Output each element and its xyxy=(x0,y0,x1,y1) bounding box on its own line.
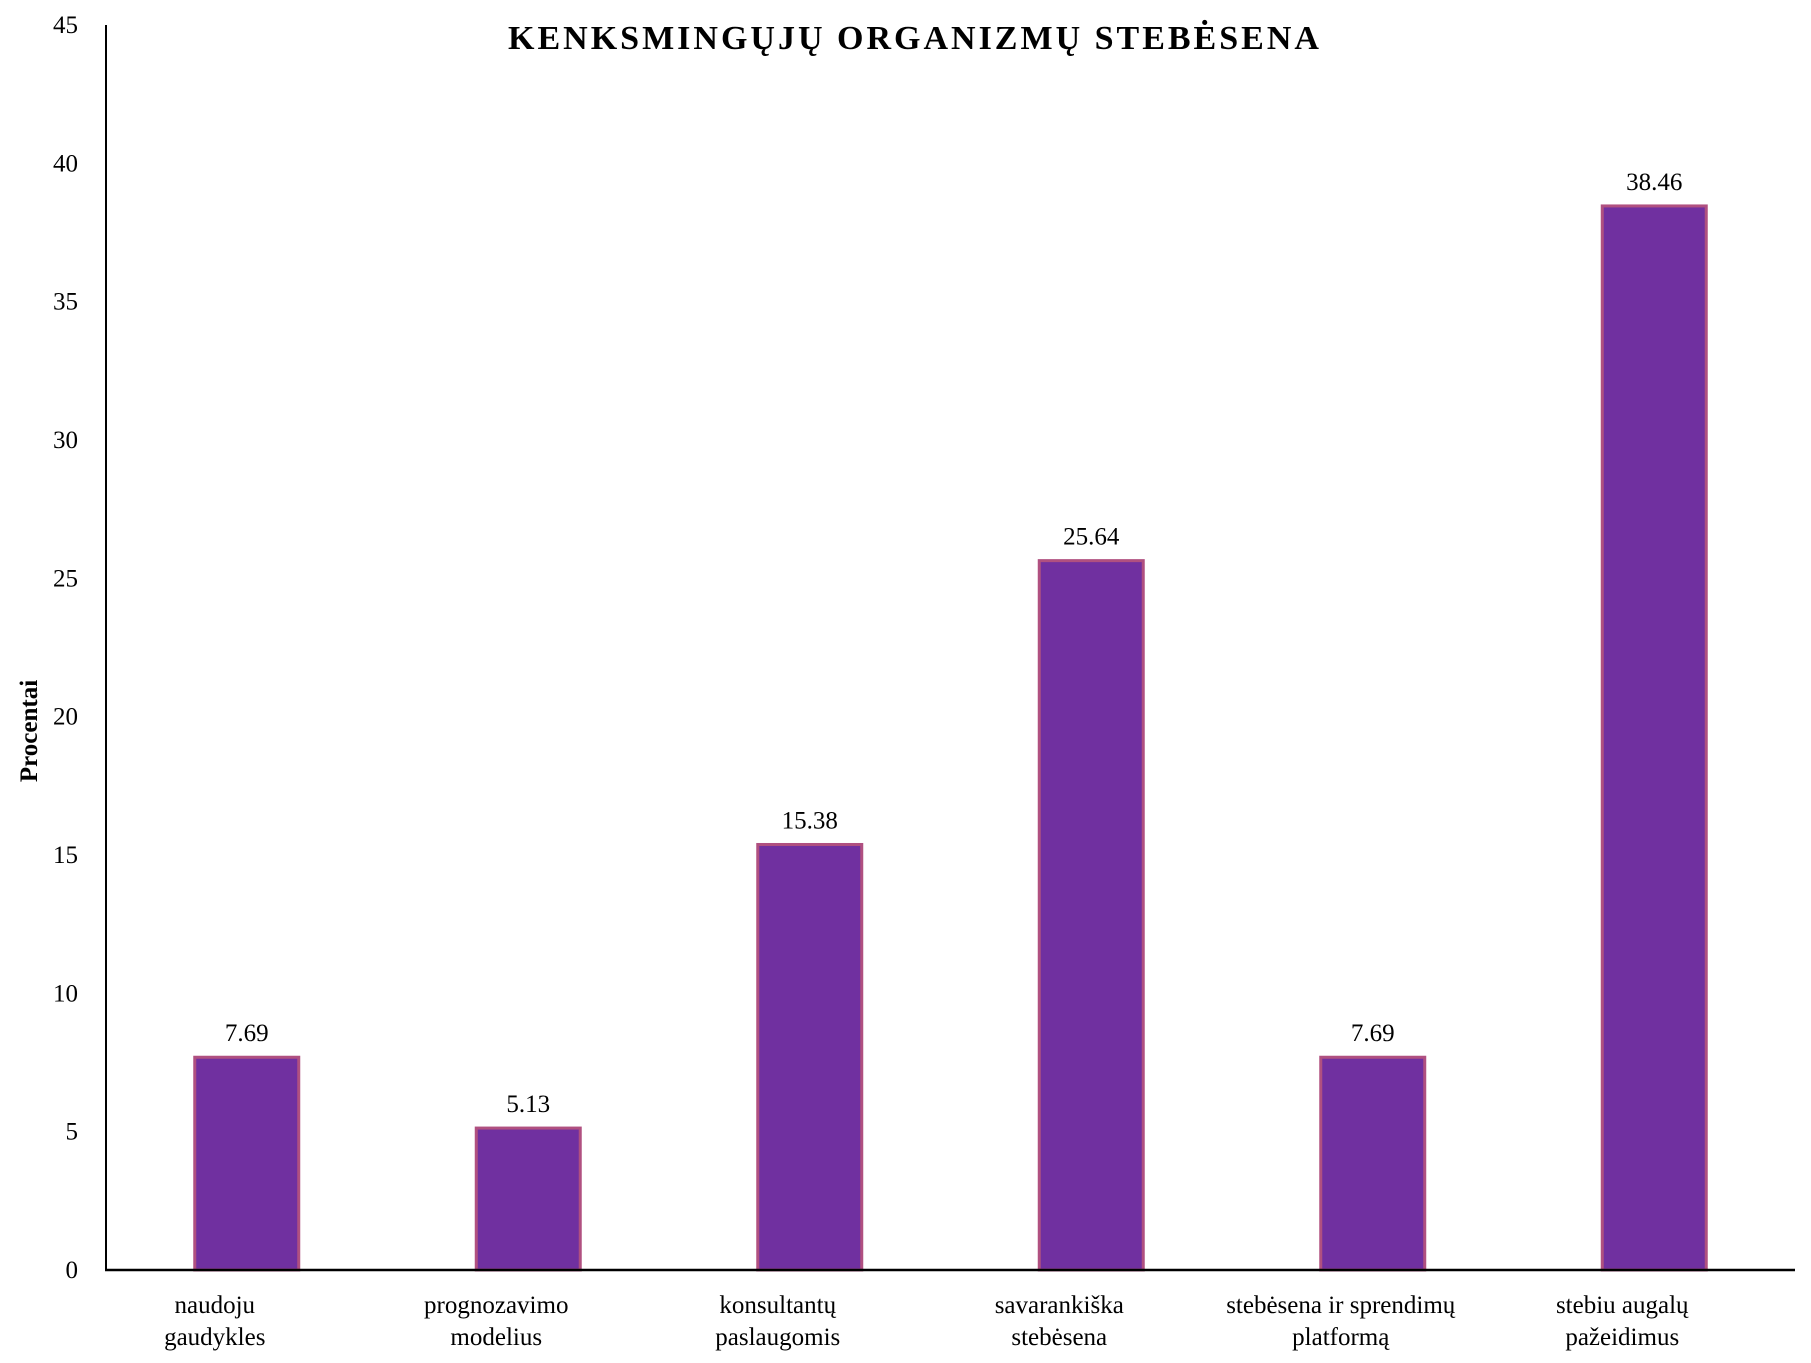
bar xyxy=(756,842,864,1272)
y-axis-label: Procentai xyxy=(16,680,43,782)
y-tick-label: 5 xyxy=(66,1119,79,1146)
x-tick-label: prognozavimo xyxy=(424,1292,568,1319)
y-tick-label: 30 xyxy=(53,427,78,454)
x-tick-label: stebėsena xyxy=(1011,1324,1107,1351)
x-tick-label: savarankiška xyxy=(995,1292,1124,1319)
x-tick-label: platformą xyxy=(1292,1324,1390,1351)
data-labels: 7.69 5.13 15.38 25.64 7.69 38.46 xyxy=(225,169,1683,1118)
y-tick-label: 40 xyxy=(53,150,78,177)
bar xyxy=(1319,1055,1427,1272)
x-axis-category-labels: naudoju gaudykles prognozavimo modelius kons… xyxy=(164,1292,1689,1351)
data-label: 7.69 xyxy=(1351,1020,1395,1047)
x-tick-label: modelius xyxy=(450,1324,542,1351)
x-tick-label: naudoju xyxy=(174,1292,255,1319)
y-tick-label: 20 xyxy=(53,704,78,731)
y-axis-ticks: 0 5 10 15 20 25 30 35 40 45 xyxy=(53,12,78,1284)
data-label: 7.69 xyxy=(225,1020,269,1047)
y-tick-label: 25 xyxy=(53,565,78,592)
chart-title: KENKSMINGŲJŲ ORGANIZMŲ STEBĖSENA xyxy=(508,19,1322,57)
y-tick-label: 35 xyxy=(53,289,78,316)
data-label: 5.13 xyxy=(506,1091,550,1118)
x-tick-label: konsultantų xyxy=(719,1292,836,1319)
bar xyxy=(474,1126,582,1272)
y-tick-label: 15 xyxy=(53,842,78,869)
x-tick-label: stebėsena ir sprendimų xyxy=(1226,1292,1456,1319)
bar xyxy=(1600,204,1708,1272)
bars xyxy=(193,204,1708,1272)
bar xyxy=(1037,559,1145,1272)
data-label: 15.38 xyxy=(782,807,838,834)
y-tick-label: 10 xyxy=(53,980,78,1007)
bar xyxy=(193,1055,301,1272)
y-tick-label: 45 xyxy=(53,12,78,39)
x-tick-label: pažeidimus xyxy=(1565,1324,1679,1351)
x-tick-label: stebiu augalų xyxy=(1556,1292,1689,1319)
x-tick-label: gaudykles xyxy=(164,1324,265,1351)
data-label: 25.64 xyxy=(1063,524,1120,551)
y-tick-label: 0 xyxy=(66,1257,79,1284)
x-tick-label: paslaugomis xyxy=(715,1324,840,1351)
data-label: 38.46 xyxy=(1626,169,1682,196)
